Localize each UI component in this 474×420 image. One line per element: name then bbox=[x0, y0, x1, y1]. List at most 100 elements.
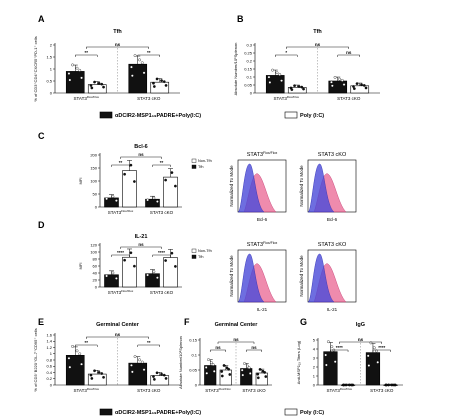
group-label: STAT3 cKO bbox=[137, 96, 161, 101]
sig-bracket bbox=[217, 341, 255, 344]
group-label-sup: Flox/Flox bbox=[340, 387, 353, 391]
data-point bbox=[133, 180, 136, 183]
y-tick-label: 1 bbox=[313, 373, 316, 378]
data-point bbox=[68, 78, 72, 82]
y-tick-label: 1.2 bbox=[46, 345, 52, 350]
data-point bbox=[152, 375, 155, 378]
y-tick-label: 0 bbox=[195, 382, 198, 387]
panel-letter: C bbox=[38, 131, 45, 141]
y-tick-label: 1.5 bbox=[46, 54, 52, 59]
panel-letter: A bbox=[38, 14, 45, 24]
data-point bbox=[360, 83, 363, 87]
data-point bbox=[204, 366, 208, 369]
panel-f: F Germinal Center 0 0.05 0.1 0.15 Absolute Num… bbox=[178, 317, 272, 393]
data-point bbox=[152, 377, 156, 381]
data-point bbox=[155, 371, 159, 375]
sig-label: ns bbox=[358, 337, 364, 342]
data-point bbox=[142, 71, 146, 75]
data-point bbox=[89, 84, 93, 87]
panel-g: G IgG 0 1 2 3 4 5 Anti-MSP1₁₉ Titers (Log) STAT3F… bbox=[296, 317, 403, 393]
bar bbox=[122, 170, 137, 208]
histogram-title: STAT3 cKO bbox=[318, 242, 347, 248]
data-point bbox=[330, 84, 334, 88]
y-axis-label: % of CD3⁻B220⁺GL-7⁺CD95⁺ cells bbox=[33, 328, 38, 391]
y-tick-label: 0.6 bbox=[46, 364, 52, 369]
sig-bracket bbox=[152, 254, 171, 257]
y-tick-label: 150 bbox=[90, 165, 97, 170]
data-point bbox=[290, 88, 294, 92]
data-point bbox=[146, 273, 149, 277]
data-point bbox=[164, 84, 168, 87]
data-point bbox=[130, 363, 133, 367]
group-label: STAT3Flox/Flox bbox=[108, 289, 134, 295]
data-point bbox=[228, 373, 232, 376]
group-label-sup: Flox/Flox bbox=[287, 95, 300, 99]
y-tick-label: 1 bbox=[50, 66, 53, 71]
bar bbox=[365, 352, 381, 386]
data-point bbox=[78, 68, 82, 72]
sig-bracket bbox=[137, 344, 160, 347]
sig-label: ** bbox=[119, 160, 123, 165]
data-point bbox=[263, 371, 267, 374]
sig-bracket bbox=[330, 349, 349, 352]
histogram-x-label: IL-21 bbox=[257, 307, 268, 312]
data-point bbox=[142, 368, 146, 372]
data-point bbox=[123, 258, 126, 262]
data-point bbox=[130, 74, 134, 78]
data-point bbox=[105, 274, 108, 278]
y-axis-label: Absolute Number/10⁶Splenon bbox=[233, 43, 238, 96]
y-axis-label: Anti-MSP1₁₉ Titers (Log) bbox=[296, 340, 301, 384]
data-point bbox=[129, 251, 133, 255]
data-point bbox=[240, 368, 244, 372]
bar bbox=[128, 63, 148, 94]
data-point bbox=[80, 76, 83, 80]
data-point bbox=[67, 356, 71, 360]
legend-label-vaccine: αDCIR2-MSP1₁₉PADRE+Poly(I:C) bbox=[115, 113, 201, 119]
data-point bbox=[212, 369, 216, 373]
y-tick-label: 4 bbox=[313, 346, 316, 351]
bar bbox=[65, 355, 85, 386]
sig-bracket bbox=[75, 54, 98, 57]
y-tick-label: 3 bbox=[313, 355, 316, 360]
panel-title: Germinal Center bbox=[215, 322, 259, 328]
histogram-panel: STAT3Flox/Flox Bcl-6 Normalized To Mode bbox=[229, 151, 287, 222]
bar bbox=[163, 176, 178, 208]
y-tick-label: 0 bbox=[250, 90, 253, 95]
y-tick-label: 100 bbox=[90, 178, 97, 183]
data-point bbox=[258, 368, 262, 371]
data-point bbox=[352, 87, 356, 91]
legend-label-polyic: Poly (I:C) bbox=[300, 410, 324, 416]
sig-bracket bbox=[86, 46, 149, 49]
data-point bbox=[164, 377, 168, 380]
y-tick-label: 0 bbox=[95, 284, 98, 289]
panel-title: IL-21 bbox=[135, 234, 148, 240]
panel-c: C Bcl-6 0 50 100 150 200 MFI STAT3Flox/Flox STAT3… bbox=[38, 131, 212, 215]
group-label: STAT3 cKO bbox=[242, 388, 266, 393]
data-point bbox=[256, 376, 260, 380]
sig-bracket bbox=[210, 349, 226, 352]
y-tick-label: 0.2 bbox=[246, 58, 252, 63]
sig-label: ns bbox=[233, 337, 239, 342]
data-point bbox=[105, 197, 108, 201]
bar-panels: A Tfh 0 0.5 1 1.5 2 % of CD3⁺CD4⁺CXCR5⁺PD-1⁺ ce… bbox=[33, 14, 403, 393]
y-tick-label: 0.05 bbox=[244, 82, 253, 87]
legend-label: Non-Tfh bbox=[198, 159, 212, 163]
data-point bbox=[102, 85, 105, 89]
legend-label-vaccine: αDCIR2-MSP1₁₉PADRE+Poly(I:C) bbox=[115, 410, 201, 416]
y-tick-label: 20 bbox=[93, 277, 98, 282]
data-point bbox=[152, 81, 155, 85]
data-point bbox=[246, 364, 249, 368]
data-point bbox=[67, 72, 71, 75]
y-tick-label: 40 bbox=[93, 270, 98, 275]
histogram-y-label: Normalized To Mode bbox=[229, 165, 234, 207]
y-tick-label: 2 bbox=[313, 364, 316, 369]
data-point bbox=[75, 66, 79, 70]
sig-bracket bbox=[120, 246, 162, 249]
data-point bbox=[333, 360, 337, 364]
y-axis-label: MFI bbox=[78, 263, 83, 270]
sig-bracket bbox=[111, 164, 130, 167]
sig-bracket bbox=[337, 54, 360, 57]
group-label: STAT3 cKO bbox=[150, 210, 174, 215]
data-point bbox=[350, 383, 353, 387]
data-point bbox=[372, 346, 376, 350]
